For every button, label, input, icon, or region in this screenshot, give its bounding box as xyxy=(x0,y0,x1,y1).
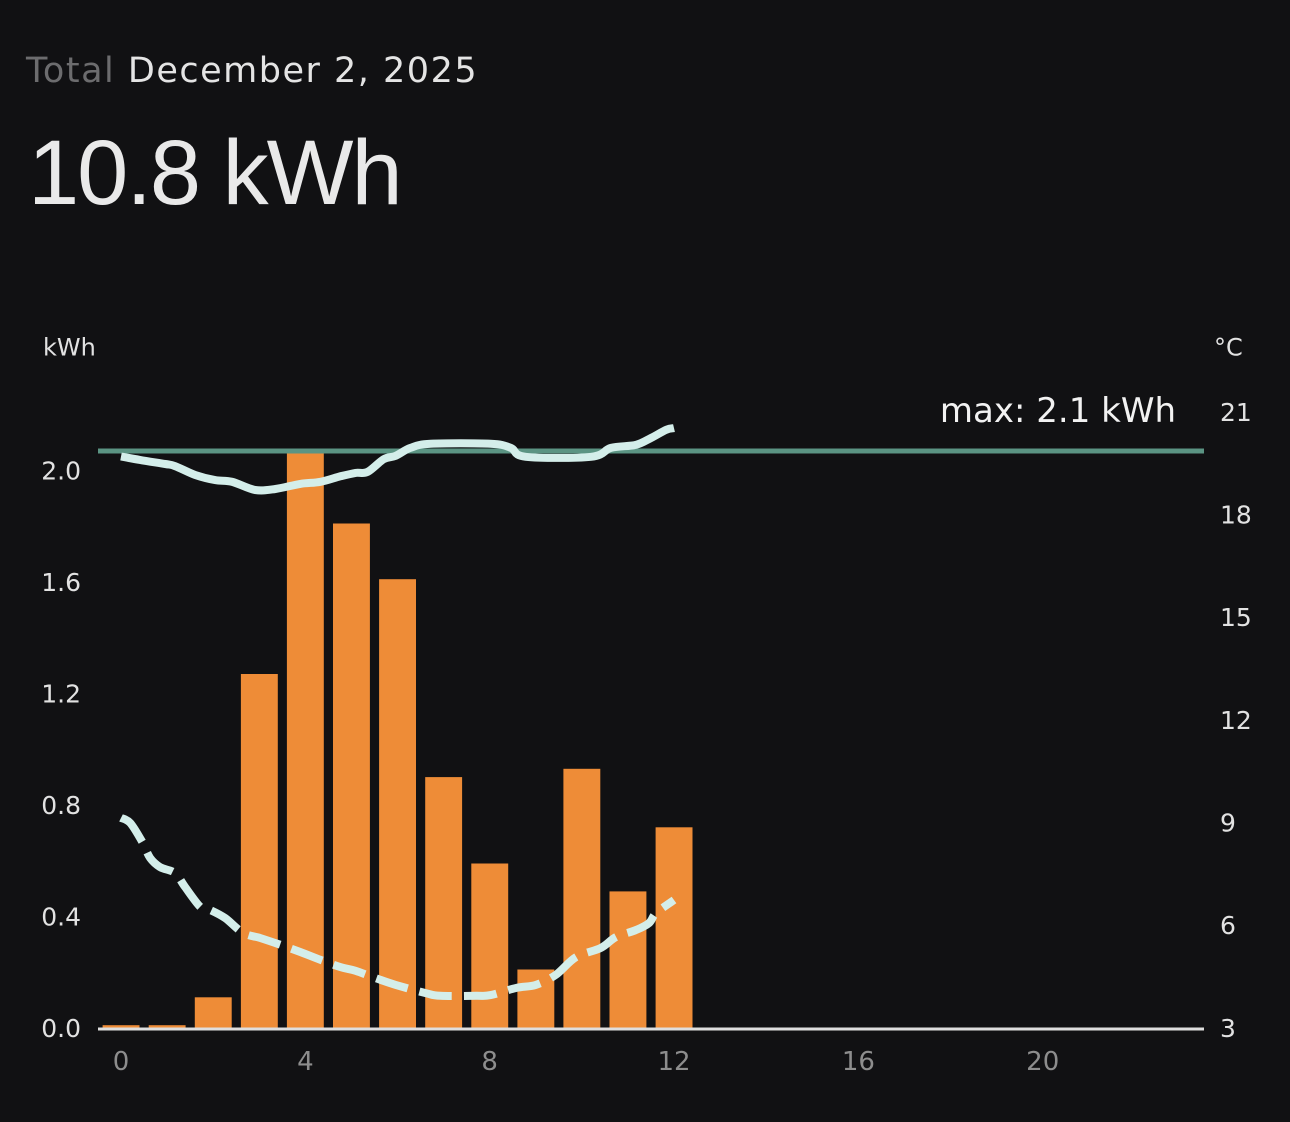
period-heading: Total December 2, 2025 xyxy=(26,53,478,89)
y-tick-label-left: 0.4 xyxy=(41,902,81,931)
x-tick-label: 8 xyxy=(481,1047,498,1077)
max-annotation: max: 2.1 kWh xyxy=(98,391,1204,454)
energy-bar[interactable] xyxy=(425,777,463,1028)
bars-layer xyxy=(102,451,693,1029)
energy-bar[interactable] xyxy=(471,863,509,1029)
period-label: Total xyxy=(26,51,116,91)
period-date: December 2, 2025 xyxy=(127,51,479,91)
x-tick-label: 12 xyxy=(657,1047,690,1077)
temperature-solid-line xyxy=(120,424,675,495)
energy-bar[interactable] xyxy=(286,451,324,1028)
total-value: 10.8 xyxy=(28,122,201,224)
energy-bar[interactable] xyxy=(563,768,601,1028)
energy-bar[interactable] xyxy=(379,579,416,1028)
x-tick-label: 0 xyxy=(113,1047,130,1077)
x-tick-label: 20 xyxy=(1026,1047,1059,1077)
energy-bar[interactable] xyxy=(148,1025,186,1028)
y-axis-unit-left: kWh xyxy=(43,333,96,361)
y-tick-label-left: 2.0 xyxy=(41,456,81,485)
max-label: max: 2.1 kWh xyxy=(940,391,1176,431)
y-tick-label-left: 1.2 xyxy=(41,679,81,708)
y-tick-label-right: 6 xyxy=(1220,911,1236,940)
x-tick-label: 4 xyxy=(297,1047,314,1077)
energy-bar[interactable] xyxy=(194,997,232,1028)
y-tick-label-right: 9 xyxy=(1220,808,1236,837)
y-tick-label-left: 0.0 xyxy=(41,1014,81,1043)
energy-bar[interactable] xyxy=(609,891,647,1028)
y-tick-label-left: 0.8 xyxy=(41,791,81,820)
y-tick-label-right: 12 xyxy=(1220,706,1252,735)
y-tick-label-right: 3 xyxy=(1220,1014,1236,1043)
energy-bar[interactable] xyxy=(240,674,278,1028)
axis-labels: kWh °C 0.0 0.4 0.8 1.2 1.6 2.0 3 6 9 12 15 18 21 0 4 8 12 1… xyxy=(41,333,1252,1077)
energy-bar[interactable] xyxy=(102,1025,140,1028)
y-tick-label-left: 1.6 xyxy=(41,568,81,597)
y-tick-label-right: 15 xyxy=(1220,603,1252,632)
total-energy: 10.8 kWh xyxy=(28,127,403,219)
y-axis-unit-right: °C xyxy=(1214,333,1243,361)
x-tick-label: 16 xyxy=(842,1047,875,1077)
total-unit: kWh xyxy=(222,122,403,224)
energy-bar[interactable] xyxy=(517,969,555,1029)
temperature-lines xyxy=(119,424,677,1001)
energy-bar[interactable] xyxy=(655,827,693,1028)
energy-bar[interactable] xyxy=(333,523,370,1029)
y-tick-label-right: 21 xyxy=(1220,398,1252,427)
y-tick-label-right: 18 xyxy=(1220,500,1252,529)
temperature-dashed-line xyxy=(119,814,677,1001)
